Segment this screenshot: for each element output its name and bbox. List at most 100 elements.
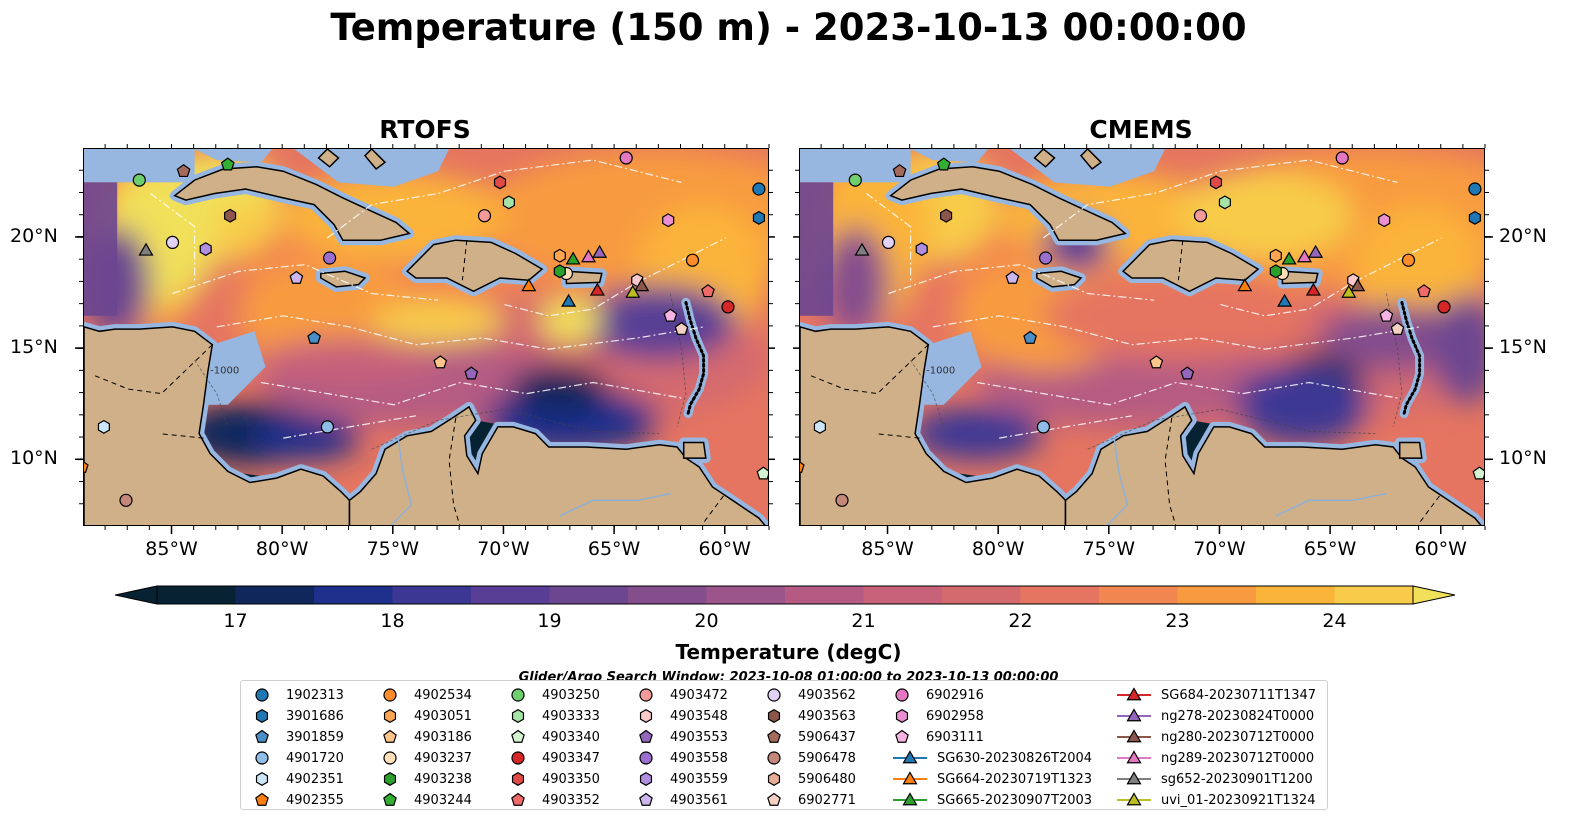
- legend-label: 5906478: [798, 751, 856, 766]
- marker-3901686: [752, 210, 765, 225]
- marker-6903111: [663, 308, 678, 322]
- legend-label: 4903051: [414, 709, 472, 724]
- legend-marker-icon: [639, 709, 653, 723]
- marker-4903350: [1209, 175, 1223, 190]
- legend-label: 4903244: [414, 793, 472, 808]
- legend-label: SG665-20230907T2003: [937, 793, 1093, 808]
- legend-marker-icon: [1117, 729, 1151, 743]
- colorbar-label: Temperature (degC): [675, 640, 902, 664]
- colorbar-segment: [706, 586, 786, 604]
- colorbar-segment: [1177, 586, 1257, 604]
- legend-label: 4903562: [798, 688, 856, 703]
- marker-4902351: [97, 419, 110, 434]
- marker-4901720: [320, 420, 334, 434]
- legend-marker-icon: [895, 709, 909, 723]
- legend-label: 4903559: [670, 772, 728, 787]
- colorbar-segment: [157, 586, 236, 604]
- legend-marker-icon: [383, 688, 397, 702]
- figure-title: Temperature (150 m) - 2023-10-13 00:00:0…: [330, 6, 1247, 49]
- marker-4902534: [685, 253, 700, 267]
- marker-4903340: [1472, 466, 1484, 480]
- marker-4903333: [1218, 195, 1231, 210]
- colorbar-segment: [785, 586, 864, 604]
- legend-marker-icon: [383, 729, 397, 743]
- legend-marker-icon: [511, 688, 525, 702]
- colorbar-tick-label: 17: [223, 610, 248, 632]
- legend-marker-icon: [639, 729, 653, 743]
- legend-label: ng278-20230824T0000: [1161, 709, 1315, 724]
- marker-1902313: [1468, 182, 1482, 196]
- lat-tick-label: 10°N: [10, 447, 58, 470]
- legend-label: 6903111: [926, 730, 984, 745]
- lon-tick-label: 70°W: [477, 538, 530, 560]
- legend-label: 4903553: [670, 730, 728, 745]
- marker-SG665-20230907T2003: [1281, 251, 1297, 265]
- lat-tick-label: 10°N: [1499, 447, 1547, 470]
- marker-4903472: [477, 209, 492, 223]
- colorbar-tick-label: 24: [1322, 610, 1347, 632]
- panel-title-cmems: CMEMS: [1089, 115, 1193, 144]
- lon-tick-label: 85°W: [145, 538, 198, 560]
- legend-label: 4903563: [798, 709, 856, 724]
- legend-label: 4903558: [670, 751, 728, 766]
- legend-label: 4903352: [542, 793, 600, 808]
- legend-label: 4903472: [670, 688, 728, 703]
- legend-label: 6902958: [926, 709, 984, 724]
- legend-marker-icon: [895, 688, 909, 702]
- legend-label: SG684-20230711T1347: [1161, 688, 1317, 703]
- legend-label: 6902916: [926, 688, 984, 703]
- legend-label: SG664-20230719T1323: [937, 772, 1093, 787]
- legend-marker-icon: [255, 709, 269, 723]
- marker-6903111: [1379, 308, 1394, 322]
- colorbar-tick-label: 21: [851, 610, 876, 632]
- colorbar-tick-label: 19: [537, 610, 562, 632]
- lon-tick-label: 75°W: [1082, 538, 1136, 560]
- legend-label: 4903347: [542, 751, 600, 766]
- legend-label: 3901859: [286, 730, 344, 745]
- marker-SG664-20230719T1323: [1237, 278, 1253, 292]
- marker-3901686: [1468, 210, 1481, 225]
- marker-1902313: [752, 182, 766, 196]
- marker-4902534: [1401, 253, 1416, 267]
- marker-ng289-20230712T0000: [580, 249, 597, 263]
- marker-4901720: [1036, 420, 1050, 434]
- legend-marker-icon: [1117, 792, 1151, 806]
- legend-label: ng289-20230712T0000: [1161, 751, 1315, 766]
- lon-tick-label: 85°W: [861, 538, 914, 560]
- marker-4903563: [224, 208, 237, 223]
- lon-tick-label: 60°W: [1414, 538, 1467, 560]
- marker-4903250: [848, 173, 862, 187]
- marker-4903558: [323, 251, 337, 265]
- legend-label: 4903333: [542, 709, 600, 724]
- marker-4903186: [433, 355, 448, 369]
- legend-label: 4903350: [542, 772, 600, 787]
- legend-marker-icon: [511, 792, 525, 806]
- legend-marker-icon: [639, 751, 653, 765]
- legend-marker-icon: [255, 792, 269, 806]
- marker-6902958: [1378, 213, 1391, 228]
- colorbar-tick-label: 22: [1008, 610, 1033, 632]
- marker-4903333: [502, 195, 515, 210]
- legend-marker-icon: [767, 709, 781, 723]
- legend-label: 5906437: [798, 730, 856, 745]
- legend-marker-icon: [895, 729, 909, 743]
- marker-ng278-20230824T0000: [1308, 244, 1324, 258]
- marker-4903561: [289, 270, 304, 284]
- marker-5906478: [119, 493, 133, 507]
- marker-3901859: [1023, 330, 1037, 344]
- legend-marker-icon: [1117, 708, 1151, 722]
- legend-label: uvi_01-20230921T1324: [1161, 793, 1316, 808]
- legend-label: 4903340: [542, 730, 600, 745]
- marker-uvi_01-20230921T1324: [1341, 284, 1357, 298]
- colorbar-segment: [628, 586, 707, 604]
- marker-4903352: [701, 284, 715, 298]
- marker-4903553: [1180, 366, 1195, 380]
- legend-marker-icon: [383, 792, 397, 806]
- marker-4903562: [881, 235, 896, 250]
- marker-5906437: [892, 163, 907, 178]
- marker-4903347: [1437, 300, 1451, 314]
- marker-uvi_01-20230921T1324: [625, 284, 641, 298]
- marker-5906478: [835, 493, 849, 507]
- marker-4903340: [756, 466, 768, 480]
- marker-SG630-20230826T2004: [1277, 293, 1293, 307]
